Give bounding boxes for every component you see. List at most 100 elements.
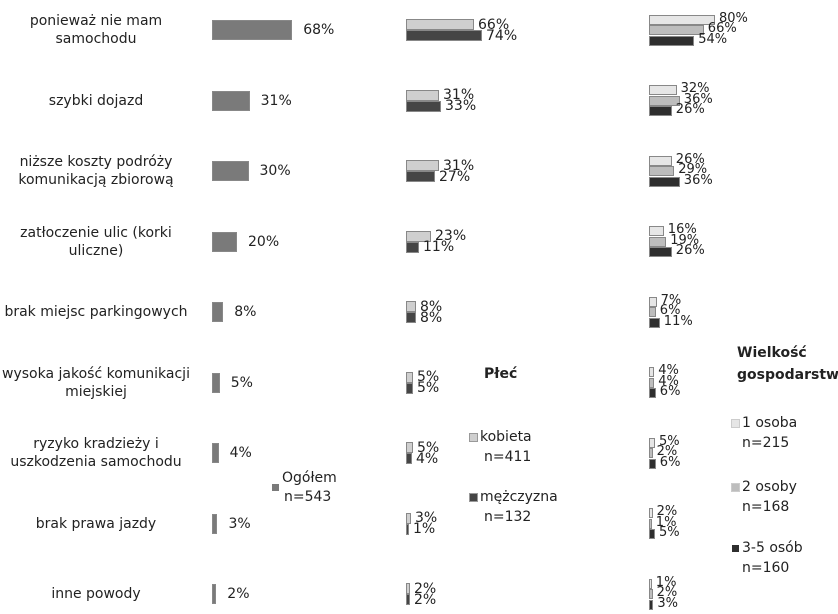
- legend-n: n=132: [484, 509, 532, 525]
- bar: [212, 90, 250, 111]
- bar: [406, 241, 419, 253]
- legend-label: 2 osoby: [742, 479, 797, 495]
- value-label: 31%: [443, 157, 475, 174]
- legend-swatch: [272, 484, 279, 491]
- bar: [649, 95, 680, 106]
- bar: [649, 176, 680, 187]
- legend-n: n=160: [742, 560, 790, 576]
- bar: [212, 161, 249, 181]
- category-label: ponieważ nie mam samochodu: [29, 13, 163, 47]
- legend-n: n=543: [284, 489, 332, 505]
- value-label: 5%: [659, 433, 680, 449]
- bar: [406, 89, 439, 101]
- category-label: niższe koszty podróży komunikacją zbioro…: [18, 154, 174, 188]
- bar: [406, 30, 482, 41]
- bar: [406, 312, 416, 323]
- value-label: 6%: [659, 384, 681, 399]
- legend-swatch: [732, 545, 739, 552]
- bar: [649, 14, 715, 25]
- bar: [406, 19, 474, 30]
- value-label: 2%: [656, 585, 678, 600]
- bar: [649, 307, 656, 317]
- bar: [406, 301, 416, 312]
- value-label: 27%: [439, 168, 471, 185]
- value-label: 6%: [659, 454, 681, 470]
- bar: [212, 443, 219, 463]
- value-label: 29%: [678, 162, 708, 177]
- bar: [649, 226, 664, 236]
- bar: [649, 589, 653, 599]
- bar: [649, 518, 652, 529]
- bar: [212, 372, 220, 393]
- value-label: 5%: [659, 525, 680, 540]
- bar: [649, 448, 653, 458]
- bar: [648, 367, 655, 377]
- value-label: 68%: [303, 22, 335, 38]
- value-label: 11%: [663, 313, 693, 329]
- value-label: 2%: [656, 504, 678, 519]
- bar: [406, 171, 435, 182]
- value-label: 4%: [416, 450, 439, 467]
- bar: [211, 513, 218, 534]
- value-label: 5%: [417, 380, 440, 396]
- bar: [406, 371, 413, 383]
- value-label: 1%: [655, 574, 677, 590]
- value-label: 30%: [259, 163, 291, 179]
- value-label: 74%: [486, 27, 518, 44]
- value-label: 26%: [675, 151, 705, 167]
- bar: [211, 584, 217, 604]
- bar: [406, 453, 412, 464]
- bar: [649, 317, 660, 328]
- bar: [648, 236, 667, 247]
- legend-label: mężczyzna: [480, 489, 558, 505]
- bar: [649, 25, 704, 35]
- value-label: 16%: [667, 222, 697, 237]
- value-label: 36%: [683, 172, 713, 188]
- legend-title: Wielkość gospodarstwa: [737, 345, 838, 383]
- bar: [649, 155, 672, 166]
- bar: [406, 442, 413, 453]
- bar: [649, 508, 653, 518]
- value-label: 19%: [670, 232, 700, 248]
- bar: [406, 594, 410, 605]
- bar: [648, 599, 654, 610]
- bar: [648, 166, 675, 176]
- value-label: 5%: [230, 374, 253, 391]
- legend-label: 1 osoba: [742, 415, 798, 431]
- bar: [648, 377, 655, 388]
- value-label: 26%: [675, 102, 705, 117]
- bar: [649, 458, 656, 469]
- bar: [648, 35, 695, 46]
- value-label: 2%: [227, 586, 250, 602]
- value-label: 31%: [443, 87, 475, 103]
- bar: [212, 231, 237, 252]
- value-label: 5%: [417, 439, 440, 456]
- bar: [406, 523, 409, 535]
- value-label: 8%: [234, 304, 257, 320]
- bar: [406, 512, 411, 524]
- value-label: 31%: [260, 92, 292, 109]
- value-label: 3%: [657, 595, 679, 611]
- bar: [649, 388, 656, 398]
- legend-label: kobieta: [480, 429, 532, 445]
- bar: [649, 106, 672, 116]
- value-label: 80%: [719, 10, 748, 26]
- category-label: inne powody: [51, 586, 141, 602]
- legend-n: n=168: [742, 499, 790, 515]
- bar: [649, 437, 655, 448]
- legend-title: Płeć: [484, 366, 518, 382]
- category-label: brak prawa jazdy: [35, 515, 157, 532]
- legend-swatch: [731, 419, 740, 428]
- legend-swatch: [469, 433, 478, 442]
- value-label: 20%: [248, 233, 280, 250]
- bar: [406, 230, 431, 242]
- value-label: 2%: [414, 591, 437, 608]
- value-label: 5%: [417, 369, 440, 385]
- value-label: 32%: [680, 81, 710, 96]
- value-label: 33%: [445, 98, 477, 114]
- value-label: 1%: [655, 514, 677, 530]
- value-label: 66%: [707, 21, 737, 36]
- category-label: brak miejsc parkingowych: [4, 304, 188, 320]
- bar: [649, 578, 652, 589]
